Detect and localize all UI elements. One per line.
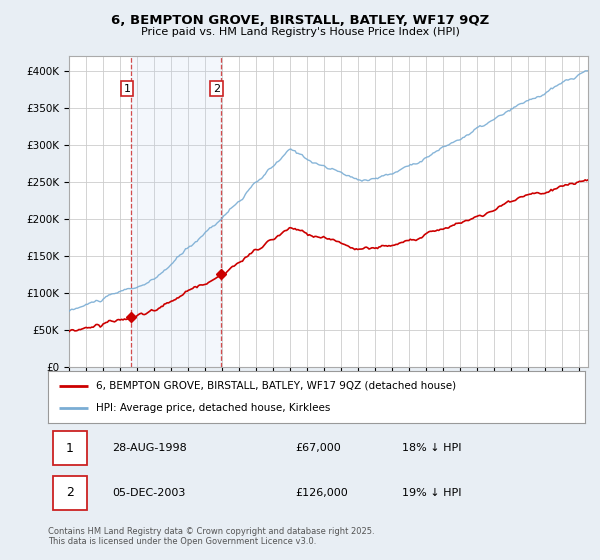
Text: £67,000: £67,000 [295, 443, 341, 453]
Text: 05-DEC-2003: 05-DEC-2003 [112, 488, 186, 498]
Text: 6, BEMPTON GROVE, BIRSTALL, BATLEY, WF17 9QZ: 6, BEMPTON GROVE, BIRSTALL, BATLEY, WF17… [111, 14, 489, 27]
Text: 6, BEMPTON GROVE, BIRSTALL, BATLEY, WF17 9QZ (detached house): 6, BEMPTON GROVE, BIRSTALL, BATLEY, WF17… [97, 381, 457, 391]
Text: HPI: Average price, detached house, Kirklees: HPI: Average price, detached house, Kirk… [97, 403, 331, 413]
Text: 18% ↓ HPI: 18% ↓ HPI [403, 443, 462, 453]
Text: 1: 1 [66, 442, 74, 455]
Text: 1: 1 [124, 83, 131, 94]
Text: £126,000: £126,000 [295, 488, 348, 498]
Text: 19% ↓ HPI: 19% ↓ HPI [403, 488, 462, 498]
Bar [131, 56, 221, 367]
FancyBboxPatch shape [53, 476, 86, 510]
Text: Price paid vs. HM Land Registry's House Price Index (HPI): Price paid vs. HM Land Registry's House … [140, 27, 460, 37]
Text: 2: 2 [213, 83, 220, 94]
Text: Contains HM Land Registry data © Crown copyright and database right 2025.
This d: Contains HM Land Registry data © Crown c… [48, 526, 374, 546]
FancyBboxPatch shape [53, 431, 86, 465]
Text: 2: 2 [66, 487, 74, 500]
Text: 28-AUG-1998: 28-AUG-1998 [112, 443, 187, 453]
